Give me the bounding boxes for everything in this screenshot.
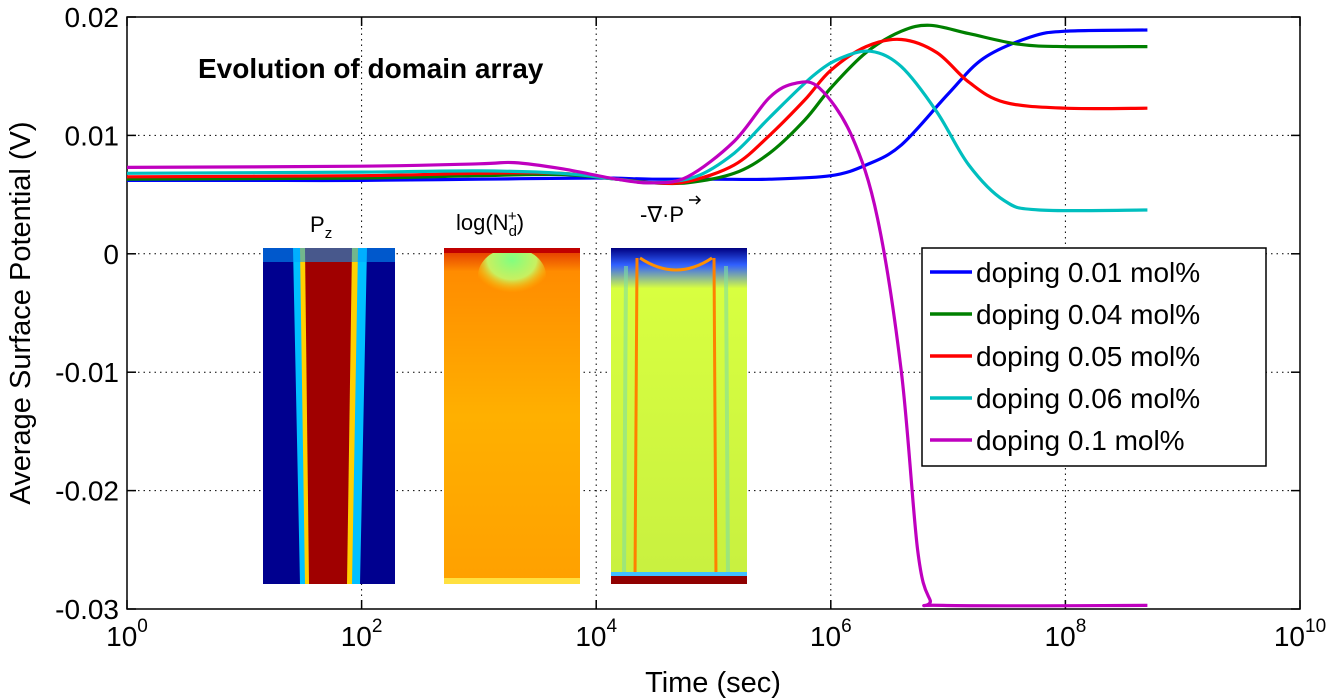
inset-pz: Pz	[263, 212, 395, 584]
x-tick-label: 100	[106, 616, 148, 652]
series-layer	[126, 23, 1148, 608]
inset-pz-label: Pz	[310, 212, 332, 242]
series-line-4	[126, 49, 1148, 213]
legend-label: doping 0.05 mol%	[976, 341, 1200, 372]
x-tick-label: 106	[810, 616, 852, 652]
vector-arrow-icon	[689, 195, 702, 205]
legend-label: doping 0.04 mol%	[976, 299, 1200, 330]
legend: doping 0.01 mol% doping 0.04 mol% doping 0…	[921, 247, 1267, 467]
series-line-3	[126, 37, 1148, 186]
y-tick-label: 0	[103, 239, 119, 270]
y-tick-label: -0.03	[55, 594, 119, 625]
series-line-2	[126, 23, 1148, 186]
legend-label: doping 0.01 mol%	[976, 257, 1200, 288]
x-tick-label: 1010	[1274, 616, 1326, 652]
inset-div-p: -∇·P	[611, 195, 747, 584]
legend-label: doping 0.06 mol%	[976, 383, 1200, 414]
inset-log-nd: log(Nd+)	[444, 208, 580, 584]
inset-divp-label: -∇·P	[640, 202, 684, 227]
x-tick-label: 102	[341, 616, 383, 652]
x-tick-label: 108	[1045, 616, 1087, 652]
legend-label: doping 0.1 mol%	[976, 425, 1185, 456]
series-line-1	[127, 28, 1148, 183]
y-axis-label: Average Surface Potential (V)	[5, 121, 37, 504]
y-tick-label: -0.01	[55, 357, 119, 388]
inset-nd-label: log(Nd+)	[456, 208, 524, 240]
y-tick-label: -0.02	[55, 476, 119, 507]
chart-title: Evolution of domain array	[198, 53, 544, 84]
y-tick-label: 0.02	[65, 2, 120, 33]
x-tick-label: 104	[575, 616, 617, 652]
y-tick-label: 0.01	[65, 120, 120, 151]
x-axis-label: Time (sec)	[645, 667, 781, 698]
series-line-5	[126, 80, 1148, 608]
